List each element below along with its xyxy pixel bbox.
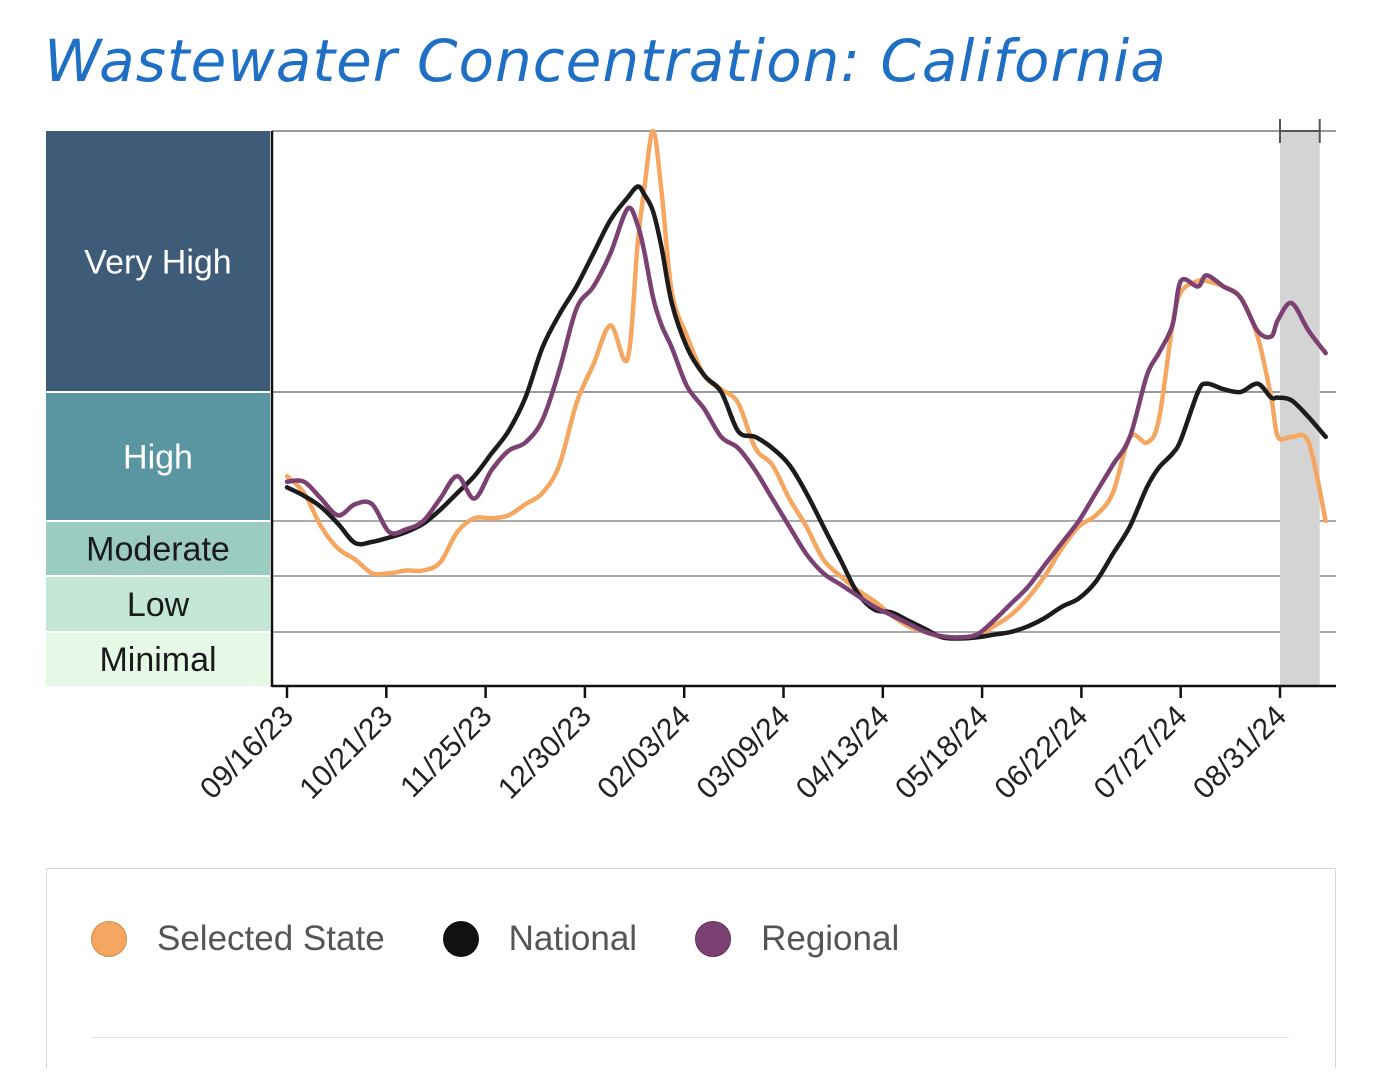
x-tick-label: 03/09/24 — [691, 700, 797, 806]
legend-label: Selected State — [157, 919, 385, 958]
level-label-low: Low — [127, 586, 190, 624]
legend-item-national[interactable]: National — [442, 919, 638, 959]
legend-swatch-national — [442, 921, 479, 957]
legend-label: National — [508, 919, 638, 958]
legend-label: Regional — [761, 919, 900, 958]
legend-swatch-regional — [695, 921, 732, 957]
level-label-very-high: Very High — [84, 244, 231, 282]
level-band-minimal — [46, 632, 270, 686]
x-tick-label: 02/03/24 — [591, 700, 697, 806]
legend-item-selected-state[interactable]: Selected State — [91, 919, 385, 959]
x-tick-label: 09/16/23 — [194, 700, 300, 806]
level-band-moderate — [46, 521, 270, 576]
legend-item-regional[interactable]: Regional — [695, 919, 899, 959]
chart-area: Very High High Moderate Low Minimal 09/16/23… — [46, 119, 1336, 806]
legend: Selected State National Regional — [46, 868, 1336, 1068]
x-tick-label: 04/13/24 — [790, 700, 896, 806]
x-tick-label: 06/22/24 — [988, 700, 1094, 806]
chart-title: Wastewater Concentration: California — [44, 27, 1167, 95]
level-band-high — [46, 392, 270, 521]
x-tick-label: 10/21/23 — [293, 700, 399, 806]
x-tick-label: 11/25/23 — [394, 700, 498, 804]
legend-swatch-selected-state — [91, 921, 127, 957]
series-line-selected-state — [284, 128, 1328, 641]
legend-divider — [91, 1037, 1289, 1038]
level-band-very-high — [46, 131, 270, 392]
level-label-moderate: Moderate — [86, 531, 230, 569]
level-label-high: High — [123, 439, 193, 477]
x-tick-label: 08/31/24 — [1187, 700, 1293, 806]
series-line-national — [284, 184, 1328, 641]
series-line-regional — [284, 205, 1328, 640]
x-tick-label: 05/18/24 — [889, 700, 995, 806]
level-band-low — [46, 576, 270, 632]
x-tick-label: 07/27/24 — [1088, 700, 1194, 806]
level-label-minimal: Minimal — [99, 641, 216, 679]
x-tick-label: 12/30/23 — [492, 700, 598, 806]
